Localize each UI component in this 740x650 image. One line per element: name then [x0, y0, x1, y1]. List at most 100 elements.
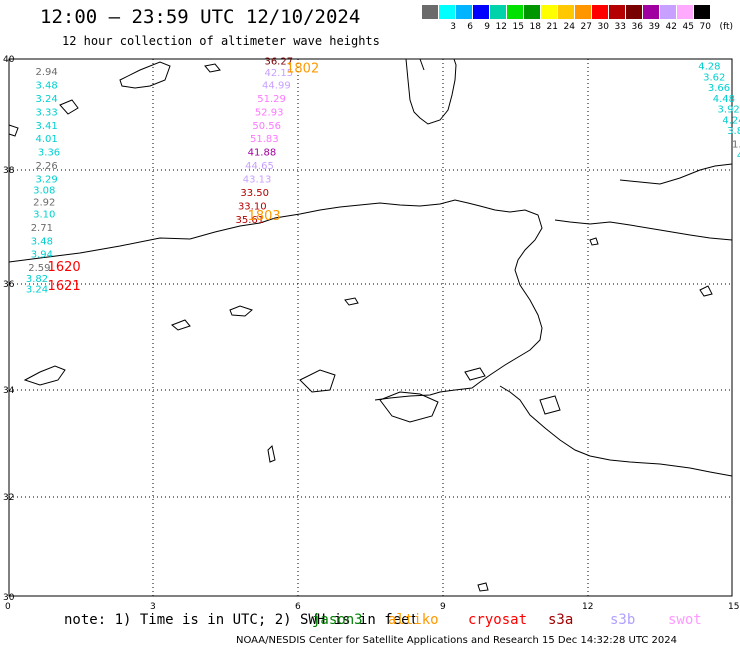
track-time-label: 1620 — [48, 260, 81, 275]
colorbar-swatch — [541, 5, 558, 19]
map-frame — [8, 58, 733, 597]
colorbar-swatch — [626, 5, 643, 19]
wave-height-value: 51.83 — [250, 134, 279, 145]
wave-height-value: 3.48 — [31, 236, 53, 247]
colorbar-label: 36 — [631, 22, 643, 32]
wave-height-value: 4.24 — [722, 115, 740, 126]
island-8 — [539, 395, 561, 415]
wave-height-value: 3.24 — [26, 285, 48, 296]
island-6 — [299, 369, 336, 393]
colorbar-label: 24 — [563, 22, 575, 32]
wave-height-value: 3.36 — [38, 148, 60, 159]
wave-height-colorbar — [422, 5, 711, 19]
wave-height-value: 2.94 — [36, 67, 58, 78]
island-1 — [171, 319, 191, 331]
credit-line: NOAA/NESDIS Center for Satellite Applica… — [236, 635, 678, 646]
wave-height-value: 2.59 — [28, 263, 50, 274]
island-10 — [267, 444, 276, 463]
colorbar-swatch — [660, 5, 677, 19]
colorbar-label: 33 — [614, 22, 626, 32]
island-2 — [229, 305, 253, 317]
wave-height-value: 3.24 — [36, 94, 58, 105]
wave-height-value: 50.56 — [252, 121, 281, 132]
wave-height-value: 2.71 — [31, 223, 53, 234]
y-tick-0: 40 — [3, 55, 15, 65]
wave-height-value: 3.29 — [36, 175, 58, 186]
wave-height-value: 44.99 — [262, 81, 291, 92]
wave-height-value: 3.66 — [708, 83, 730, 94]
spain-stub — [8, 124, 19, 137]
y-tick-3: 34 — [3, 386, 15, 396]
x-tick-3: 9 — [440, 602, 446, 612]
wave-height-value: 41.88 — [248, 148, 277, 159]
y-tick-1: 38 — [3, 166, 15, 176]
colorbar-label: 6 — [467, 22, 473, 32]
satellite-swot: swot — [668, 612, 702, 628]
colorbar-swatch — [558, 5, 575, 19]
island-12 — [699, 285, 713, 297]
island-4 — [23, 365, 66, 386]
sicily-coast — [619, 163, 733, 185]
wave-height-value: 3.62 — [703, 72, 725, 83]
ibiza-coast — [59, 99, 79, 115]
colorbar-label: 39 — [648, 22, 660, 32]
island-11 — [589, 237, 599, 246]
colorbar-label: 15 — [512, 22, 524, 32]
wave-height-value: 3.88 — [727, 126, 740, 137]
colorbar-label: 30 — [597, 22, 609, 32]
colorbar-label: 9 — [484, 22, 490, 32]
colorbar-swatch — [456, 5, 473, 19]
colorbar-swatch — [439, 5, 456, 19]
colorbar-swatch — [694, 5, 711, 19]
wave-height-value: 1.70 — [732, 140, 740, 151]
note-text: note: 1) Time is in UTC; 2) SWH is in fe… — [64, 612, 419, 628]
colorbar-swatch — [524, 5, 541, 19]
colorbar-swatch — [609, 5, 626, 19]
wave-height-value: 43.13 — [243, 175, 272, 186]
y-tick-4: 32 — [3, 493, 14, 503]
colorbar-labels: 3 6 9 12 15 18 21 24 27 30 33 36 39 42 45 70 (ft) — [422, 22, 733, 32]
colorbar-swatch — [575, 5, 592, 19]
x-tick-0: 0 — [5, 602, 11, 612]
wave-height-value: 4 — [737, 150, 740, 161]
island-7 — [464, 367, 486, 381]
wave-height-value: 36.27 — [264, 56, 293, 67]
y-tick-5: 30 — [3, 593, 15, 603]
colorbar-swatch — [643, 5, 660, 19]
map-title: 12:00 – 23:59 UTC 12/10/2024 — [40, 6, 361, 28]
wave-height-value: 33.50 — [240, 188, 269, 199]
x-tick-2: 6 — [295, 602, 301, 612]
wave-height-value: 2.92 — [33, 198, 55, 209]
colorbar-label: (ft) — [719, 22, 733, 32]
colorbar-swatch — [473, 5, 490, 19]
observations-layer: 2.94 3.48 3.24 3.33 3.41 4.01 3.36 2.26 3.293.08… — [26, 56, 740, 295]
colorbar-swatch — [592, 5, 609, 19]
colorbar-label: 45 — [682, 22, 694, 32]
sardinia-coast — [405, 58, 457, 125]
mallorca-coast — [119, 61, 171, 89]
wave-height-value: 51.29 — [257, 94, 286, 105]
wave-height-value: 44.65 — [245, 161, 274, 172]
colorbar-label: 18 — [529, 22, 541, 32]
island-3 — [344, 297, 359, 306]
colorbar-swatch — [422, 5, 439, 19]
wave-height-value: 33.10 — [238, 201, 267, 212]
wave-height-value: 3.08 — [33, 185, 55, 196]
wave-height-value: 4.28 — [698, 62, 720, 73]
colorbar-swatch — [490, 5, 507, 19]
colorbar-label: 27 — [580, 22, 592, 32]
wave-height-value: 52.93 — [255, 107, 284, 118]
satellite-altiko: altiko — [388, 612, 439, 628]
gridlines — [9, 59, 732, 596]
north-africa-coast — [8, 199, 543, 401]
satellite-s3a: s3a — [548, 612, 574, 628]
menorca-coast — [204, 63, 221, 73]
wave-height-value: 3.92 — [718, 105, 740, 116]
satellite-cryosat: cryosat — [468, 612, 528, 628]
coastlines — [8, 58, 733, 592]
x-tick-4: 12 — [582, 602, 593, 612]
axis-ticks: 0 3 6 9 12 15 40 38 36 34 32 30 — [3, 55, 739, 612]
island-5 — [379, 391, 439, 423]
wave-height-value: 2.26 — [36, 161, 58, 172]
